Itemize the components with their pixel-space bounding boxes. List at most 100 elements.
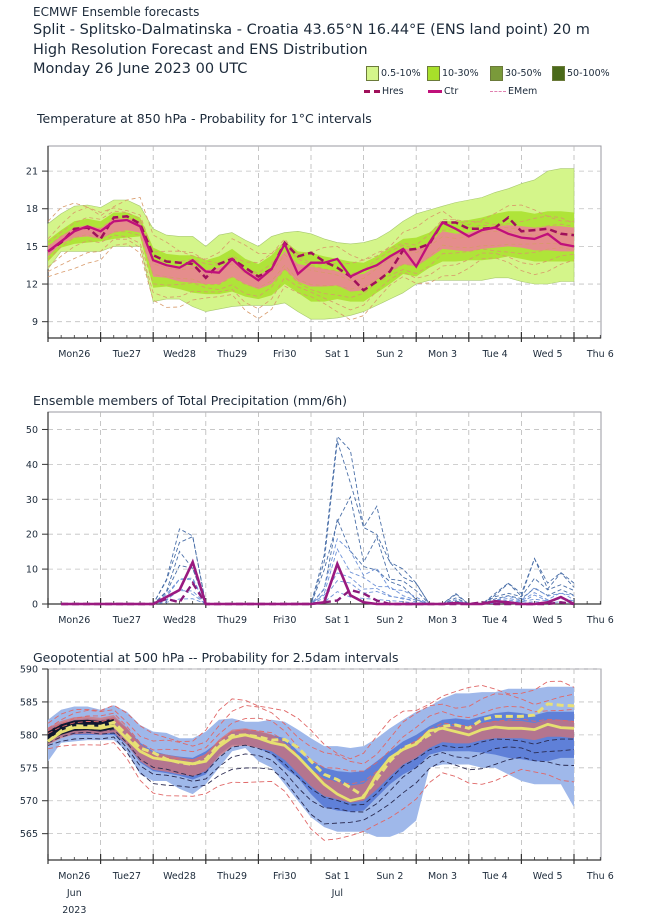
x-tick-label: Tue27 [112,349,141,360]
legend-bin-1: 10-30% [427,66,479,81]
y-tick-label: 21 [26,167,38,178]
x-tick-label: Thu 6 [586,871,614,882]
band-dense-core [48,718,114,742]
x-tick-label: Tue 4 [481,349,507,360]
ctr-line [47,722,575,803]
ensemble-member-line [47,231,575,290]
ensemble-member-line [47,243,575,321]
year-label: 2023 [62,905,86,916]
plot-area [47,411,602,605]
legend-bin-3: 50-100% [552,66,610,81]
legend-label: 30-50% [505,68,542,79]
ensemble-member-line [47,238,575,311]
x-tick-label: Tue 4 [481,615,507,626]
hres-line [47,702,575,799]
x-tick-label: Wed 5 [533,615,563,626]
geopotential-plume [47,680,575,841]
x-tick-label: Mon26 [58,349,90,360]
month-label: Jun [66,888,82,899]
x-tick-label: Fri30 [273,349,296,360]
geopotential-chart-title: Geopotential at 500 hPa -- Probability f… [33,650,399,665]
x-tick-label: Tue 4 [481,871,507,882]
y-tick-label: 585 [20,697,38,708]
x-tick-label: Wed28 [163,615,196,626]
band-core [48,715,574,803]
x-tick-label: Thu29 [216,615,247,626]
x-tick-label: Sat 1 [325,871,350,882]
y-tick-label: 50 [26,425,38,436]
y-tick-label: 0 [32,600,38,611]
legend-swatch-0-5-10 [366,66,379,81]
x-tick-label: Thu 6 [586,615,614,626]
x-tick-label: Thu29 [216,349,247,360]
y-tick-label: 565 [20,829,38,840]
x-tick-label: Fri30 [273,871,296,882]
precipitation-members [61,435,575,606]
month-label: Jul [331,888,343,899]
ensemble-member-line [47,742,575,841]
ensemble-member-line [47,728,574,806]
x-tick-label: Wed 5 [533,871,563,882]
y-tick-label: 40 [26,460,38,471]
ctr-line [61,558,575,606]
emem-line-icon [490,91,506,92]
x-tick-label: Fri30 [273,615,296,626]
hres-line-icon [364,90,380,93]
temperature-plume [47,168,575,321]
legend-label: EMem [508,86,538,97]
ensemble-member-line [47,210,575,275]
legend-line-ctr: Ctr [428,86,458,97]
ensemble-member-line [47,680,575,760]
y-tick-label: 575 [20,763,38,774]
legend-line-emem: EMem [490,86,537,97]
y-tick-label: 590 [20,665,38,676]
x-tick-label: Wed28 [163,349,196,360]
chart-1-frame: 0 10 20 30 40 50 Mon26 Tue27 Wed28 Thu29 Fri30 Sat … [26,411,614,626]
x-tick-label: Mon 3 [428,349,457,360]
legend-label: Ctr [444,86,459,97]
legend-bin-2: 30-50% [490,66,542,81]
x-tick-label: Sun 2 [376,349,403,360]
legend-line-hres: Hres [364,86,404,97]
y-tick-label: 20 [26,530,38,541]
x-tick-label: Sat 1 [325,349,350,360]
location-title: Split - Splitsko-Dalmatinska - Croatia 4… [33,22,590,38]
y-tick-label: 9 [32,317,38,328]
ensemble-member-line [47,736,575,825]
x-tick-label: Tue27 [112,871,141,882]
x-tick-label: Mon26 [58,871,90,882]
legend-label: 10-30% [442,68,479,79]
forecast-subtitle: High Resolution Forecast and ENS Distrib… [33,42,368,58]
ensemble-member-line [47,217,575,281]
x-tick-label: Mon26 [58,615,90,626]
brand-title: ECMWF Ensemble forecasts [33,5,200,19]
y-tick-label: 12 [26,280,38,291]
ctr-line [47,218,575,282]
legend-bin-0: 0.5-10% [366,66,421,81]
x-tick-label: Wed28 [163,871,196,882]
legend-label: 0.5-10% [381,68,421,79]
x-tick-label: Thu 6 [586,349,614,360]
legend-swatch-10-30 [427,66,440,81]
ensemble-member-line [47,693,575,765]
y-tick-label: 580 [20,730,38,741]
y-tick-label: 10 [26,565,38,576]
forecast-date: Monday 26 June 2023 00 UTC [33,61,248,77]
ctr-line-icon [428,90,442,93]
precipitation-chart-title: Ensemble members of Total Precipitation … [33,393,348,408]
legend-swatch-50-100 [552,66,565,81]
x-tick-label: Thu29 [216,871,247,882]
ensemble-member-line [47,234,575,299]
legend-label: Hres [382,86,404,97]
y-tick-label: 30 [26,495,38,506]
x-tick-label: Wed 5 [533,349,563,360]
legend-swatch-30-50 [490,66,503,81]
x-tick-label: Sun 2 [376,871,403,882]
y-tick-label: 570 [20,796,38,807]
x-tick-label: Sun 2 [376,615,403,626]
temperature-chart-title: Temperature at 850 hPa - Probability for… [37,111,372,126]
x-tick-label: Tue27 [112,615,141,626]
x-tick-label: Mon 3 [428,871,457,882]
x-tick-label: Mon 3 [428,615,457,626]
